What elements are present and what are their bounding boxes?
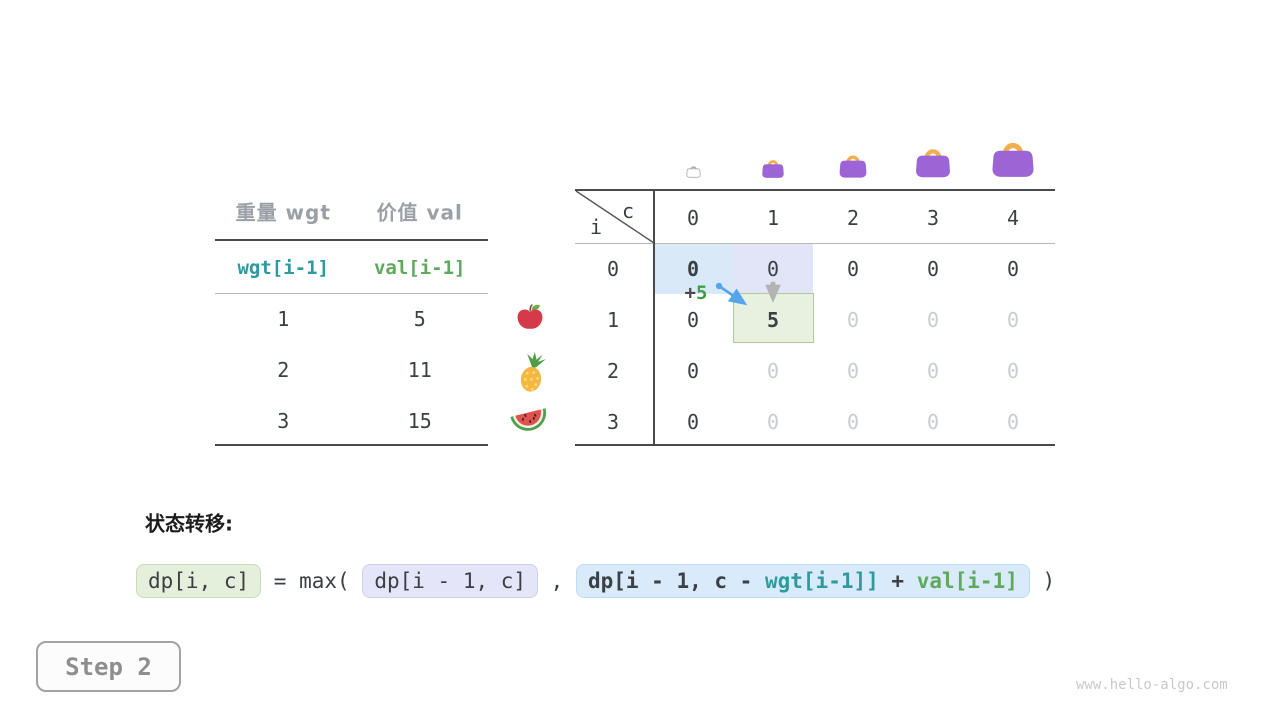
val-index-label: val[i-1] [373, 257, 466, 279]
dp-cell-i2-c3: 0 [926, 359, 940, 383]
wgt-index-label: wgt[i-1] [237, 257, 329, 279]
col-header-2: 2 [846, 206, 860, 230]
dp-cell-i0-c4: 0 [1006, 257, 1020, 281]
formula-lhs: dp[i, c] [136, 564, 262, 598]
formula-comma: , [538, 569, 576, 593]
dp-top-rule [575, 189, 1055, 191]
row-header-1: 1 [606, 308, 620, 332]
dp-header-rule [575, 243, 1055, 244]
formula-arg2-val: val[i-1] [916, 569, 1018, 593]
state-transition-formula: dp[i, c] = max( dp[i - 1, c] , dp[i - 1,… [136, 564, 1055, 598]
bag-icon-small [761, 155, 785, 183]
dp-cell-i2-c1: 0 [766, 359, 780, 383]
bag-icon-medium [838, 149, 868, 183]
added-value: 5 [696, 282, 708, 304]
item-3-weight: 3 [277, 409, 290, 433]
dp-cell-i0-c2: 0 [846, 257, 860, 281]
col-header-4: 4 [1006, 206, 1020, 230]
dp-cell-i3-c0: 0 [686, 410, 700, 434]
corner-row-var: i [589, 215, 603, 239]
dp-cell-i2-c0: 0 [686, 359, 700, 383]
row-header-0: 0 [606, 257, 620, 281]
dp-cell-i0-c3: 0 [926, 257, 940, 281]
dp-cell-i0-c1: 0 [766, 257, 780, 281]
items-table-index-row: wgt[i-1] val[i-1] [215, 257, 488, 279]
items-table-header: 重量 wgt 价值 val [215, 197, 488, 226]
formula-arg2: dp[i - 1, c - wgt[i-1]] + val[i-1] [575, 564, 1030, 598]
items-table-sub-rule [215, 293, 488, 294]
item-1-weight: 1 [277, 307, 290, 331]
items-table-header-rule [215, 239, 488, 241]
item-2-value: 11 [407, 358, 432, 382]
apple-icon [515, 302, 545, 336]
item-2-weight: 2 [277, 358, 290, 382]
dp-cell-i1-c2: 0 [846, 308, 860, 332]
dp-cell-i3-c4: 0 [1006, 410, 1020, 434]
col-header-1: 1 [766, 206, 780, 230]
dp-bottom-rule [575, 444, 1055, 446]
dp-cell-i3-c2: 0 [846, 410, 860, 434]
dp-cell-i1-c4: 0 [1006, 308, 1020, 332]
dp-cell-i1-c3: 0 [926, 308, 940, 332]
dp-cell-i3-c3: 0 [926, 410, 940, 434]
dp-cell-i3-c1: 0 [766, 410, 780, 434]
dp-cell-i2-c2: 0 [846, 359, 860, 383]
col-header-0: 0 [686, 206, 700, 230]
dp-cell-i1-c0: 0 [686, 308, 700, 332]
bag-icon-large [914, 141, 952, 183]
formula-arg2-wgt: wgt[i-1]] [764, 569, 879, 593]
step-button[interactable]: Step 2 [36, 641, 181, 692]
watermelon-icon [508, 404, 550, 440]
transfer-arrow-gray-icon [765, 281, 781, 303]
value-column-header: 价值 val [376, 200, 463, 225]
pineapple-icon [512, 350, 552, 398]
item-row-3: 3 15 [215, 409, 488, 433]
dp-vertical-rule [653, 189, 655, 446]
formula-close-paren: ) [1029, 569, 1056, 593]
state-transition-heading: 状态转移: [145, 511, 233, 536]
plus-value-annotation: +5 [685, 282, 708, 304]
col-header-3: 3 [926, 206, 940, 230]
watermark: www.hello-algo.com [1076, 677, 1228, 693]
item-1-value: 5 [413, 307, 426, 331]
row-header-3: 3 [606, 410, 620, 434]
bag-outline-icon [686, 163, 701, 182]
corner-col-var: c [621, 199, 635, 223]
row-header-2: 2 [606, 359, 620, 383]
dp-cell-i0-c0: 0 [686, 257, 700, 281]
formula-arg2-dp: dp[i - 1, c - [587, 569, 765, 593]
weight-column-header: 重量 wgt [235, 200, 331, 225]
items-table-bottom-rule [215, 444, 488, 446]
dp-cell-i1-c1: 5 [766, 308, 780, 332]
transfer-arrow-blue-icon [715, 282, 748, 306]
formula-arg2-plus: + [878, 569, 917, 593]
bag-icon-xlarge [990, 133, 1036, 183]
plus-sign: + [684, 282, 696, 304]
item-row-2: 2 11 [215, 358, 488, 382]
item-3-value: 15 [407, 409, 432, 433]
corner-diagonal [575, 190, 655, 244]
item-row-1: 1 5 [215, 307, 488, 331]
formula-arg1: dp[i - 1, c] [362, 564, 539, 598]
dp-cell-i2-c4: 0 [1006, 359, 1020, 383]
formula-equals-max: = max( [261, 569, 363, 593]
